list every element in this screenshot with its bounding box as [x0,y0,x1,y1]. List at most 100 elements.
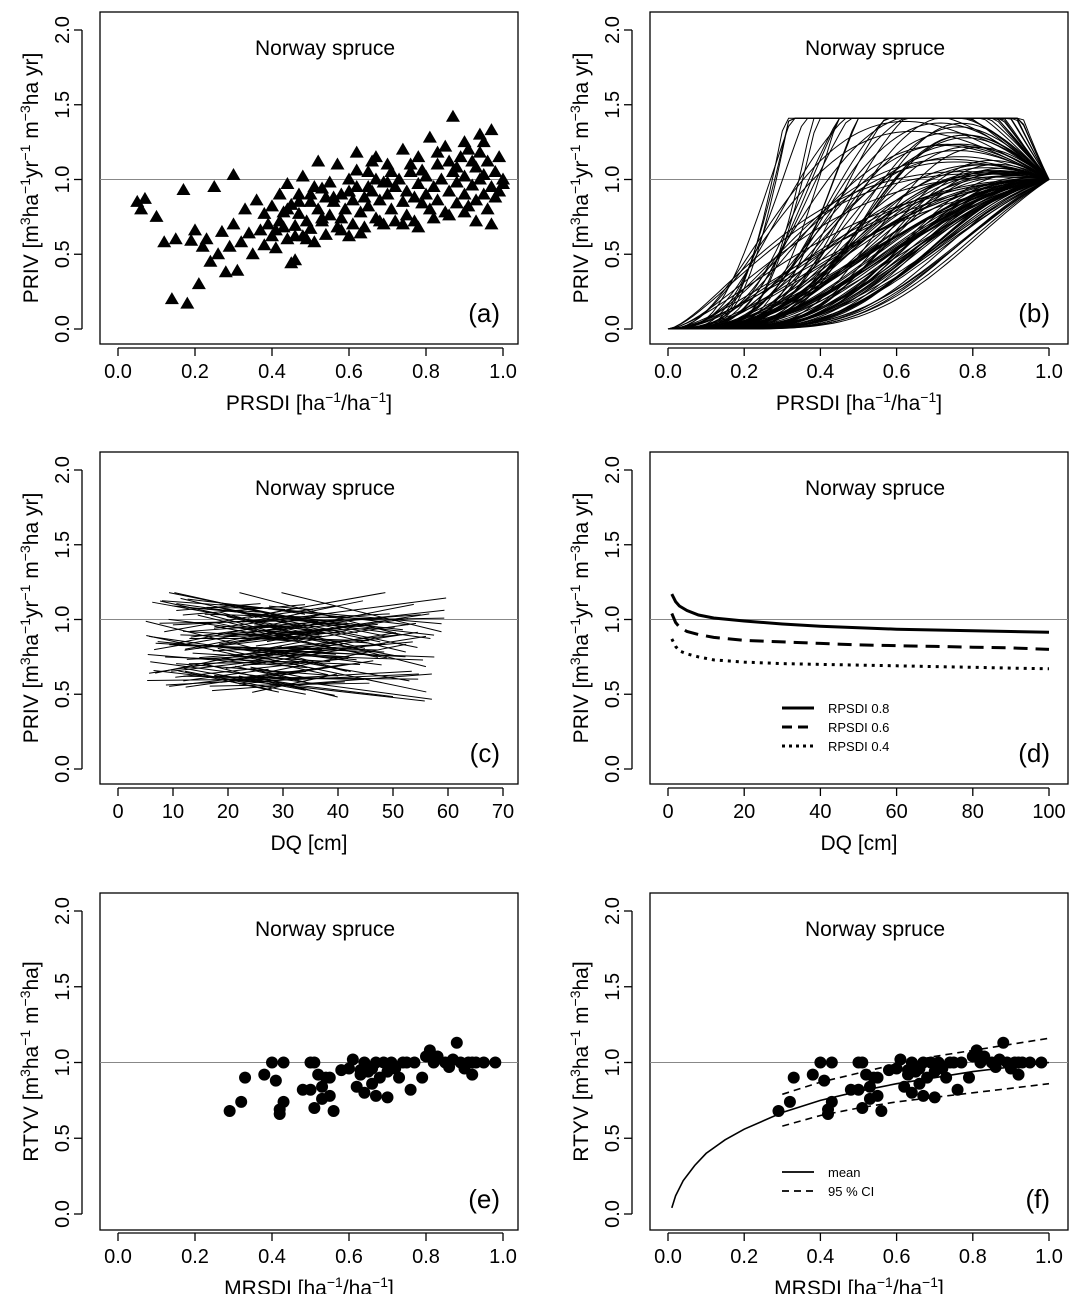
data-point-a [472,145,487,158]
data-point-e [223,1104,236,1117]
x-tick-label-a: 0.4 [258,361,286,383]
curve-b [668,117,1050,330]
data-point-e [277,1095,290,1108]
data-point-a [395,194,410,207]
data-point-e [416,1071,429,1084]
data-point-e [393,1071,406,1084]
data-point-a [226,217,241,230]
x-tick-label-c: 20 [217,801,239,823]
data-point-a [426,211,441,224]
data-point-a [257,238,272,251]
x-tick-label-e: 0.8 [412,1246,440,1268]
data-point-f [1035,1056,1048,1069]
x-tick-label-a: 1.0 [489,361,517,383]
x-tick-label-b: 0.2 [730,361,758,383]
series-line-f-2 [782,1082,1050,1127]
data-point-a [372,193,387,206]
data-point-a [334,223,349,236]
data-point-a [315,211,330,224]
trajectory-c [153,670,425,702]
curve-b [667,178,1050,330]
data-point-f [818,1074,831,1087]
data-point-a [299,232,314,245]
plot-marks-d [670,593,1050,748]
trajectory-c [183,668,269,682]
series-line-f-0 [671,1061,1050,1209]
trajectory-c [236,625,309,628]
data-point-a [395,142,410,155]
data-point-a [349,179,364,192]
x-axis-label-d: DQ [cm] [821,832,898,855]
data-point-a [191,277,206,290]
data-point-a [415,196,430,209]
y-tick-label-c: 0.0 [52,755,74,783]
trajectory-c [242,662,300,666]
curve-b [668,179,1050,330]
trajectory-c [217,647,427,693]
data-point-a [342,172,356,185]
data-point-e [369,1089,382,1102]
data-point-a [261,217,276,230]
y-tick-label-a: 1.5 [52,91,74,119]
data-point-a [353,205,368,218]
x-tick-label-e: 1.0 [489,1246,517,1268]
y-tick-label-d: 2.0 [602,456,624,484]
data-point-a [388,214,403,227]
y-axis-label-c: PRIV [m3ha−1yr−1 m−3ha yr] [17,493,43,744]
plot-frame-a [99,11,519,345]
data-point-a [157,235,172,248]
data-point-a [365,154,380,167]
y-tick-label-e: 0.5 [52,1124,74,1152]
data-point-a [415,163,430,176]
trajectory-c [180,634,370,642]
data-point-a [361,199,376,212]
x-tick-label-c: 40 [327,801,349,823]
trajectory-c [152,601,322,634]
x-tick-label-c: 70 [492,801,514,823]
trajectory-c [280,646,379,651]
trajectory-c [182,604,306,616]
y-tick-label-a: 2.0 [52,16,74,44]
trajectory-c [269,639,314,649]
data-point-e [489,1056,502,1069]
data-point-a [442,208,457,221]
data-point-e [343,1062,355,1075]
x-tick-label-d: 80 [962,801,984,823]
data-point-a [199,232,214,245]
data-point-a [395,217,410,230]
data-point-e [323,1071,336,1084]
data-point-a [384,165,399,178]
data-point-a [407,190,422,203]
data-point-a [241,226,256,239]
y-tick-label-b: 0.5 [602,240,624,268]
data-point-a [291,194,306,207]
trajectory-c [147,678,269,682]
plot-marks-b [667,117,1050,330]
data-point-a [476,168,491,181]
trajectory-c [281,592,442,633]
data-point-a [226,168,241,181]
data-point-e [308,1101,321,1114]
data-point-a [419,187,433,200]
x-tick-label-a: 0.0 [104,361,132,383]
data-point-a [480,202,495,215]
data-point-a [330,157,345,170]
trajectory-c [267,634,399,650]
trajectory-c [238,635,283,642]
x-tick-label-b: 0.0 [654,361,682,383]
trajectory-c [219,603,442,625]
trajectory-c [266,632,312,643]
data-point-f [917,1089,930,1102]
trajectory-c [184,670,306,695]
trajectory-c [150,661,432,700]
data-point-f [806,1068,819,1081]
data-point-a [334,211,349,224]
data-point-a [361,165,376,178]
trajectory-c [210,614,297,639]
data-point-a [442,154,457,167]
data-point-a [403,157,418,170]
y-tick-label-e: 1.5 [52,973,74,1001]
x-tick-label-f: 0.4 [806,1246,834,1268]
data-point-e [466,1068,479,1081]
